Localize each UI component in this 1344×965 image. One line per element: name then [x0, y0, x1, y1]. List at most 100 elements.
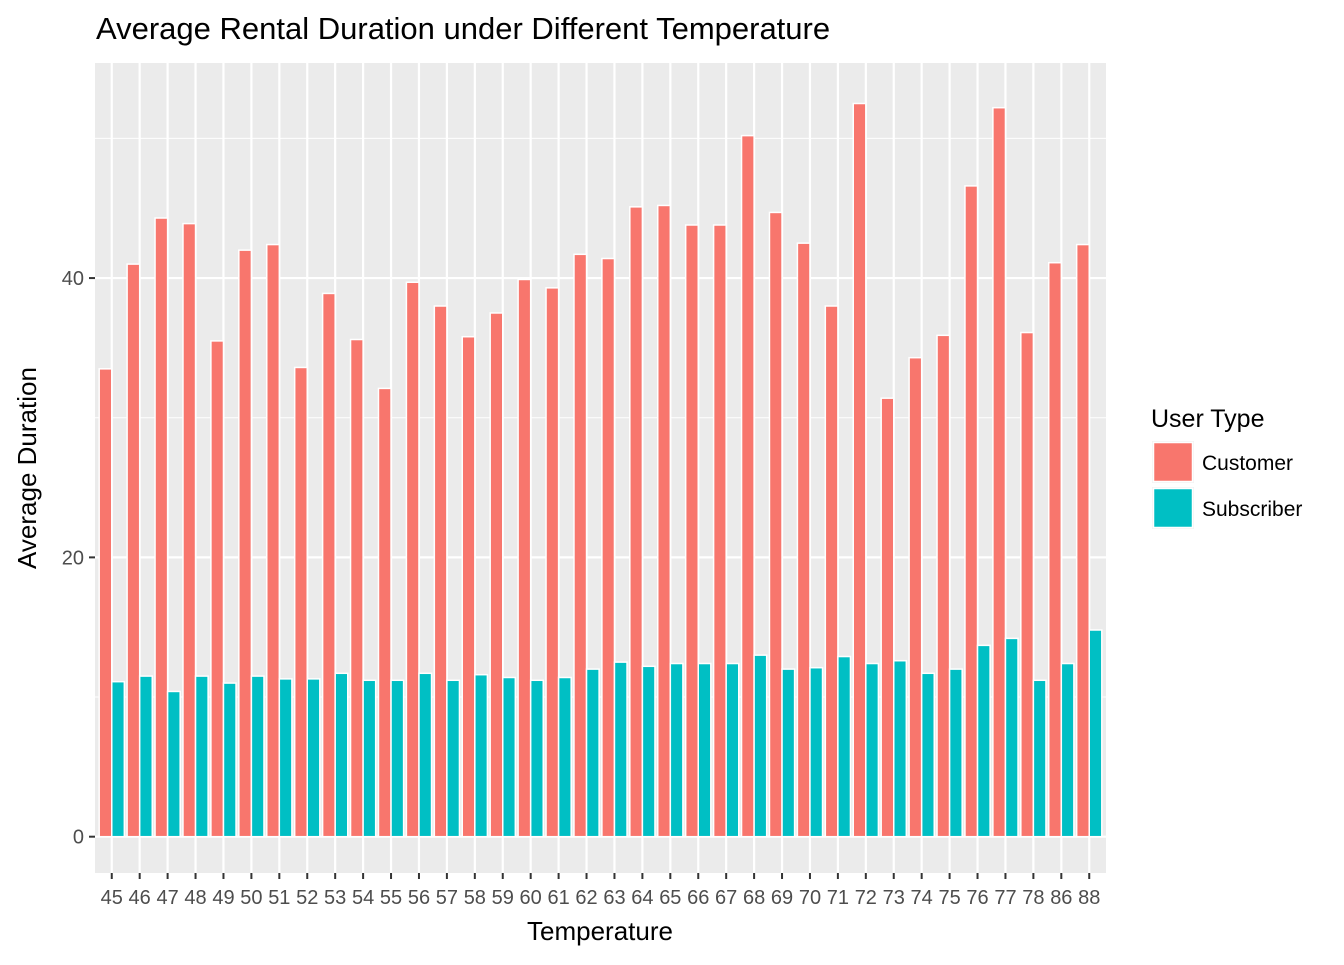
- x-tick-label: 67: [715, 887, 737, 909]
- bar-subscriber-77: [1004, 637, 1019, 838]
- bar-subscriber-46: [138, 675, 154, 838]
- bar-customer-46: [126, 263, 141, 838]
- x-tick-label: 47: [156, 887, 178, 909]
- x-tick-label: 63: [603, 887, 625, 909]
- bar-subscriber-68: [753, 654, 768, 838]
- x-tick-label: 50: [240, 887, 262, 909]
- bar-subscriber-55: [390, 679, 405, 838]
- bar-subscriber-72: [865, 662, 880, 838]
- bar-subscriber-78: [1032, 679, 1047, 838]
- bar-customer-71: [824, 305, 839, 838]
- bar-subscriber-50: [250, 675, 265, 838]
- bar-customer-60: [517, 278, 532, 838]
- bar-subscriber-59: [502, 676, 517, 838]
- x-tick-label: 51: [268, 887, 290, 909]
- x-tick-label: 68: [743, 887, 765, 909]
- bar-customer-47: [154, 217, 169, 838]
- bar-customer-54: [349, 338, 364, 838]
- chart-title: Average Rental Duration under Different …: [96, 11, 830, 46]
- bar-customer-61: [545, 287, 560, 838]
- x-tick-label: 77: [994, 887, 1016, 909]
- bar-subscriber-88: [1088, 629, 1103, 838]
- bar-customer-50: [238, 249, 253, 838]
- bar-customer-45: [98, 368, 113, 838]
- legend: User Type Customer Subscriber: [1151, 405, 1302, 529]
- x-tick-label: 70: [799, 887, 821, 909]
- bar-customer-59: [489, 312, 504, 838]
- bar-customer-55: [377, 387, 392, 838]
- bar-subscriber-60: [529, 679, 544, 838]
- bar-customer-53: [321, 292, 336, 838]
- legend-label-customer: Customer: [1202, 452, 1293, 475]
- bar-subscriber-71: [837, 655, 852, 838]
- bar-subscriber-45: [111, 680, 126, 838]
- y-axis: 0 20 40: [62, 268, 95, 849]
- bar-subscriber-49: [222, 682, 237, 838]
- x-tick-label: 88: [1078, 887, 1100, 909]
- bar-subscriber-65: [669, 662, 684, 838]
- x-axis-title: Temperature: [527, 916, 673, 946]
- x-tick-label: 64: [631, 887, 653, 909]
- bar-subscriber-53: [334, 672, 349, 838]
- bar-subscriber-74: [920, 672, 935, 838]
- bar-subscriber-48: [194, 675, 209, 838]
- legend-entries: Customer Subscriber: [1152, 441, 1302, 529]
- x-tick-label: 78: [1022, 887, 1044, 909]
- x-tick-label: 75: [938, 887, 960, 909]
- bar-customer-51: [266, 243, 281, 838]
- bar-subscriber-63: [613, 661, 628, 838]
- bar-subscriber-86: [1060, 662, 1075, 838]
- x-tick-label: 58: [464, 887, 486, 909]
- bar-customer-86: [1047, 261, 1063, 838]
- bar-customer-68: [740, 134, 755, 838]
- bar-subscriber-52: [306, 678, 321, 838]
- x-tick-label: 86: [1050, 887, 1072, 909]
- bar-customer-56: [405, 281, 420, 838]
- bar-customer-58: [461, 335, 476, 838]
- bar-subscriber-58: [474, 673, 489, 838]
- bar-customer-57: [433, 305, 448, 838]
- x-tick-label: 61: [547, 887, 569, 909]
- bar-customer-76: [964, 185, 979, 838]
- x-tick-label: 59: [492, 887, 514, 909]
- legend-title: User Type: [1151, 405, 1264, 433]
- bar-customer-73: [880, 397, 895, 838]
- legend-key-subscriber: [1152, 487, 1194, 529]
- x-tick-label: 71: [827, 887, 849, 909]
- bar-customer-52: [293, 366, 309, 838]
- bar-customer-66: [684, 224, 699, 838]
- bar-customer-88: [1075, 243, 1090, 838]
- bar-customer-63: [601, 257, 616, 838]
- bar-subscriber-56: [418, 672, 433, 838]
- x-tick-label: 52: [296, 887, 318, 909]
- x-tick-label: 76: [966, 887, 988, 909]
- x-tick-label: 69: [771, 887, 793, 909]
- bar-customer-65: [657, 204, 672, 838]
- legend-label-subscriber: Subscriber: [1202, 498, 1302, 521]
- x-axis: 45 46 47 48 49 50 51 52 53 54 55 56 57 58 59 60 61 62 63 64…: [101, 873, 1100, 909]
- bar-customer-75: [936, 334, 951, 838]
- bar-customer-69: [768, 211, 783, 838]
- bar-customer-77: [992, 106, 1007, 838]
- x-tick-label: 54: [352, 887, 374, 909]
- bar-subscriber-73: [892, 659, 908, 838]
- x-tick-label: 72: [855, 887, 877, 909]
- bar-subscriber-51: [278, 678, 293, 838]
- bar-customer-72: [852, 102, 867, 838]
- bar-subscriber-69: [781, 668, 796, 838]
- x-tick-label: 62: [575, 887, 597, 909]
- bar-customer-78: [1020, 331, 1035, 838]
- x-tick-label: 49: [212, 887, 234, 909]
- x-tick-label: 45: [101, 887, 123, 909]
- x-tick-label: 56: [408, 887, 430, 909]
- bar-subscriber-57: [446, 679, 461, 838]
- bar-subscriber-67: [725, 662, 740, 838]
- x-tick-label: 55: [380, 887, 402, 909]
- x-tick-label: 46: [129, 887, 151, 909]
- bar-subscriber-62: [585, 668, 600, 838]
- bar-subscriber-76: [976, 644, 991, 838]
- legend-key-customer: [1152, 441, 1194, 483]
- bar-subscriber-75: [948, 668, 963, 838]
